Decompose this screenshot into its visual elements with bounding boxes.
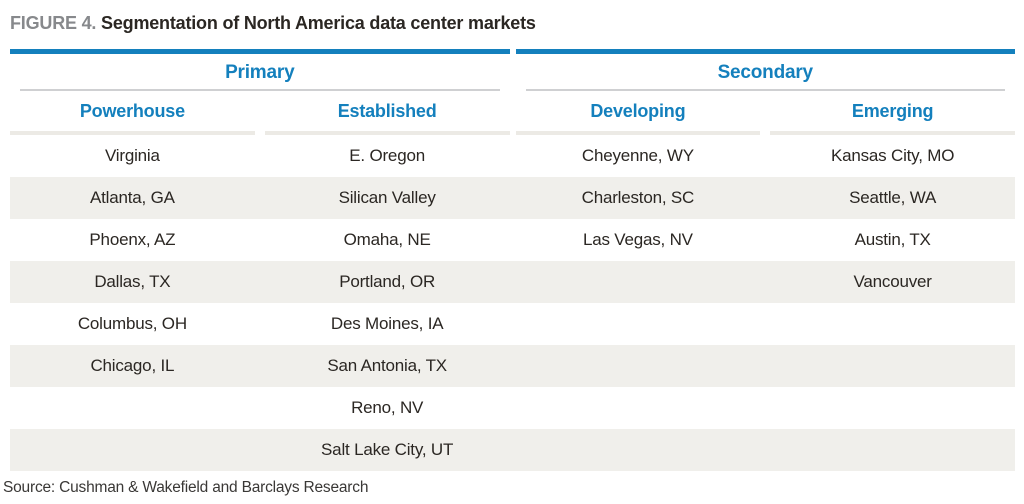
table-cell [10, 387, 255, 429]
table-cell: Phoenx, AZ [89, 230, 176, 249]
table-row: Salt Lake City, UT [10, 429, 1015, 471]
row-half: Las Vegas, NV Austin, TX [516, 219, 1016, 261]
table-cell [770, 345, 1015, 387]
table-cell: Reno, NV [351, 398, 424, 417]
figure-title: FIGURE 4. Segmentation of North America … [10, 13, 1015, 49]
table-cell [10, 429, 255, 471]
row-half: Virginia E. Oregon [10, 135, 510, 177]
table-cell: Omaha, NE [343, 230, 431, 249]
row-half [516, 387, 1016, 429]
table-cell [516, 387, 761, 429]
table-cell: Atlanta, GA [90, 188, 175, 207]
column-header-emerging: Emerging [770, 91, 1015, 135]
table-row: Atlanta, GA Silican Valley Charleston, SC S… [10, 177, 1015, 219]
table-row: Dallas, TX Portland, OR Vancouver [10, 261, 1015, 303]
row-half [516, 345, 1016, 387]
figure-title-text: Segmentation of North America data cente… [101, 13, 536, 33]
table-cell [770, 387, 1015, 429]
table-cell [516, 261, 761, 303]
row-half: Cheyenne, WY Kansas City, MO [516, 135, 1016, 177]
column-header-established: Established [264, 91, 510, 135]
figure-number-label: FIGURE 4. [10, 13, 97, 33]
table-cell: Silican Valley [338, 188, 436, 207]
table-cell: Dallas, TX [94, 272, 171, 291]
row-half [516, 429, 1016, 471]
table-cell [516, 303, 761, 345]
row-half: Charleston, SC Seattle, WA [516, 177, 1016, 219]
table-cell: Kansas City, MO [830, 146, 955, 165]
source-note: Source: Cushman & Wakefield and Barclays… [3, 479, 369, 496]
row-half: Atlanta, GA Silican Valley [10, 177, 510, 219]
table-cell: Cheyenne, WY [581, 146, 694, 165]
table-row: Chicago, IL San Antonia, TX [10, 345, 1015, 387]
row-half: Phoenx, AZ Omaha, NE [10, 219, 510, 261]
row-half: Chicago, IL San Antonia, TX [10, 345, 510, 387]
table-row: Virginia E. Oregon Cheyenne, WY Kansas City… [10, 135, 1015, 177]
table-cell [770, 303, 1015, 345]
table-cell: E. Oregon [349, 146, 425, 165]
table-row: Columbus, OH Des Moines, IA [10, 303, 1015, 345]
group-header-label: Secondary [717, 61, 814, 83]
table-cell [770, 429, 1015, 471]
subheader-half-primary: Powerhouse Established [10, 91, 510, 135]
column-header-developing: Developing [515, 91, 761, 135]
table-cell: Portland, OR [339, 272, 436, 291]
row-half: Columbus, OH Des Moines, IA [10, 303, 510, 345]
row-half [516, 303, 1016, 345]
group-header-label: Primary [225, 61, 295, 83]
table-cell: Des Moines, IA [330, 314, 444, 333]
table-cell: Virginia [104, 146, 160, 165]
group-header-secondary: Secondary [515, 49, 1015, 91]
row-half: Reno, NV [10, 387, 510, 429]
row-half: Vancouver [516, 261, 1016, 303]
table-row: Phoenx, AZ Omaha, NE Las Vegas, NV Austin, … [10, 219, 1015, 261]
table-group-header-row: Primary Secondary [10, 49, 1015, 91]
table-cell: Chicago, IL [90, 356, 175, 375]
table-cell: Vancouver [853, 272, 932, 291]
table-cell: Charleston, SC [581, 188, 695, 207]
table-cell: Seattle, WA [849, 188, 937, 207]
segmentation-table: Primary Secondary Powerhouse Established… [10, 49, 1015, 471]
table-cell: Salt Lake City, UT [321, 440, 454, 459]
table-subheader-row: Powerhouse Established Developing Emergi… [10, 91, 1015, 135]
table-cell: Austin, TX [854, 230, 931, 249]
table-cell [516, 345, 761, 387]
table-cell [516, 429, 761, 471]
table-row: Reno, NV [10, 387, 1015, 429]
row-half: Dallas, TX Portland, OR [10, 261, 510, 303]
group-header-primary: Primary [10, 49, 510, 91]
row-half: Salt Lake City, UT [10, 429, 510, 471]
table-cell: San Antonia, TX [327, 356, 447, 375]
table-body: Virginia E. Oregon Cheyenne, WY Kansas City… [10, 135, 1015, 471]
column-header-powerhouse: Powerhouse [10, 91, 255, 135]
table-cell: Las Vegas, NV [582, 230, 693, 249]
subheader-half-secondary: Developing Emerging [515, 91, 1015, 135]
table-cell: Columbus, OH [77, 314, 187, 333]
